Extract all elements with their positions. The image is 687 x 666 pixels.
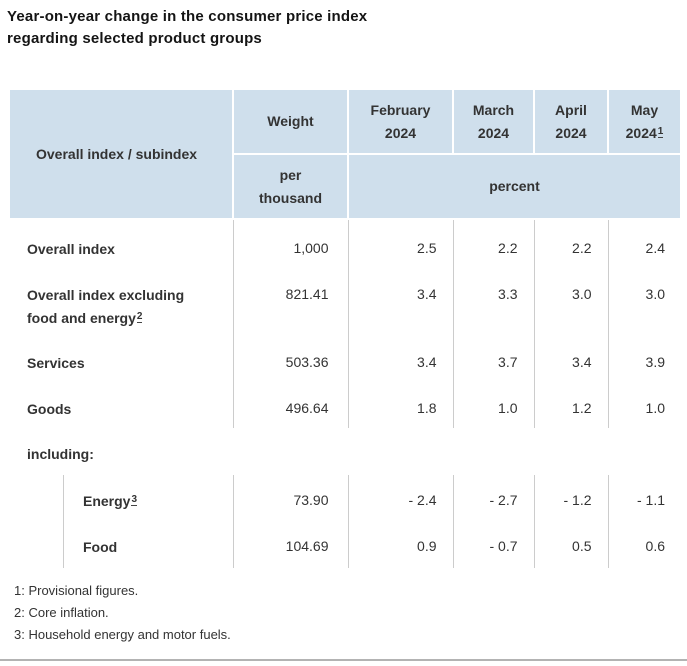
row-label: Goods [9,383,233,428]
weight-unit-line2: thousand [259,189,322,206]
footnote-ref-2[interactable]: 2 [136,311,143,323]
column-header-weight: Weight [232,88,349,155]
row-energy: Energy3 73.90 - 2.4 - 2.7 - 1.2 - 1.1 [9,475,681,521]
page-title: Year-on-year change in the consumer pric… [7,6,687,50]
bottom-divider [0,659,687,661]
row-services: Services 503.36 3.4 3.7 3.4 3.9 [9,337,681,383]
value-cell: 0.9 [347,521,453,568]
row-core-inflation: Overall index excluding food and energy2… [9,269,681,337]
percent-unit-cell: percent [347,153,682,220]
row-label: Overall index [9,219,233,269]
cpi-table: Overall index / subindex Weight February… [8,88,682,568]
value-cell: - 1.1 [607,475,681,521]
value-cell: 3.4 [347,269,453,337]
value-cell: - 0.7 [452,521,534,568]
row-label: Energy3 [9,475,233,521]
row-label-text: Energy [83,493,131,509]
month-name: February [370,101,431,118]
value-cell: 3.7 [452,337,534,383]
row-label-text: Food [83,539,118,555]
weight-value: 1,000 [232,219,348,269]
value-cell: 3.0 [607,269,681,337]
weight-value: 73.90 [232,475,348,521]
column-header-may: May 20241 [607,88,682,155]
value-cell: 3.4 [533,337,608,383]
month-year-wrap: 20241 [609,122,680,145]
column-header-february: February 2024 [347,88,454,155]
value-cell: 1.0 [607,383,681,428]
value-cell: 3.9 [607,337,681,383]
row-overall-index: Overall index 1,000 2.5 2.2 2.2 2.4 [9,219,681,269]
row-label-text: Services [27,355,85,371]
row-food: Food 104.69 0.9 - 0.7 0.5 0.6 [9,521,681,568]
month-year-wrap: 2024 [454,122,533,145]
value-cell: 2.5 [347,219,453,269]
value-cell: 2.2 [533,219,608,269]
footnotes-list: 1: Provisional figures. 2: Core inflatio… [14,580,687,646]
column-header-april: April 2024 [533,88,609,155]
value-cell: 1.0 [452,383,534,428]
value-cell: 1.8 [347,383,453,428]
month-name: May [630,101,659,118]
weight-unit-cell: per thousand [232,153,349,220]
row-label: Overall index excluding food and energy2 [9,269,233,337]
footnote-ref-1[interactable]: 1 [657,125,664,138]
footnote-item-1: 1: Provisional figures. [14,583,139,598]
row-label: Food [9,521,233,568]
page-title-line1: Year-on-year change in the consumer pric… [7,8,368,25]
month-name: March [472,101,515,118]
value-cell: 3.0 [533,269,608,337]
weight-value: 821.41 [232,269,348,337]
value-cell: - 2.4 [347,475,453,521]
row-label-text: Goods [27,401,72,417]
column-header-subindex: Overall index / subindex [8,88,234,220]
value-cell: 2.2 [452,219,534,269]
weight-value: 503.36 [232,337,348,383]
value-cell: - 2.7 [452,475,534,521]
row-label-text: Overall index [27,241,115,257]
weight-value: 496.64 [232,383,348,428]
month-year-wrap: 2024 [349,122,452,145]
value-cell: 1.2 [533,383,608,428]
month-name: April [555,101,587,118]
month-year: 2024 [555,124,587,141]
month-year: 2024 [625,124,657,141]
page-title-line2: regarding selected product groups [7,30,262,47]
month-year-wrap: 2024 [535,122,607,145]
row-label-text: Overall index excluding food and energy [27,287,185,326]
value-cell: - 1.2 [533,475,608,521]
footnote-ref-3[interactable]: 3 [131,494,138,506]
month-year: 2024 [477,124,510,141]
value-cell: 3.4 [347,337,453,383]
footnote-item-3: 3: Household energy and motor fuels. [14,627,231,642]
value-cell: 0.6 [607,521,681,568]
row-label: Services [9,337,233,383]
row-including: including: [9,428,681,475]
footnote-item-2: 2: Core inflation. [14,605,109,620]
value-cell: 3.3 [452,269,534,337]
weight-value: 104.69 [232,521,348,568]
weight-unit-line1: per [279,166,302,183]
row-goods: Goods 496.64 1.8 1.0 1.2 1.0 [9,383,681,428]
month-year: 2024 [384,124,417,141]
value-cell: 2.4 [607,219,681,269]
including-label: including: [27,446,94,462]
value-cell: 0.5 [533,521,608,568]
column-header-march: March 2024 [452,88,535,155]
